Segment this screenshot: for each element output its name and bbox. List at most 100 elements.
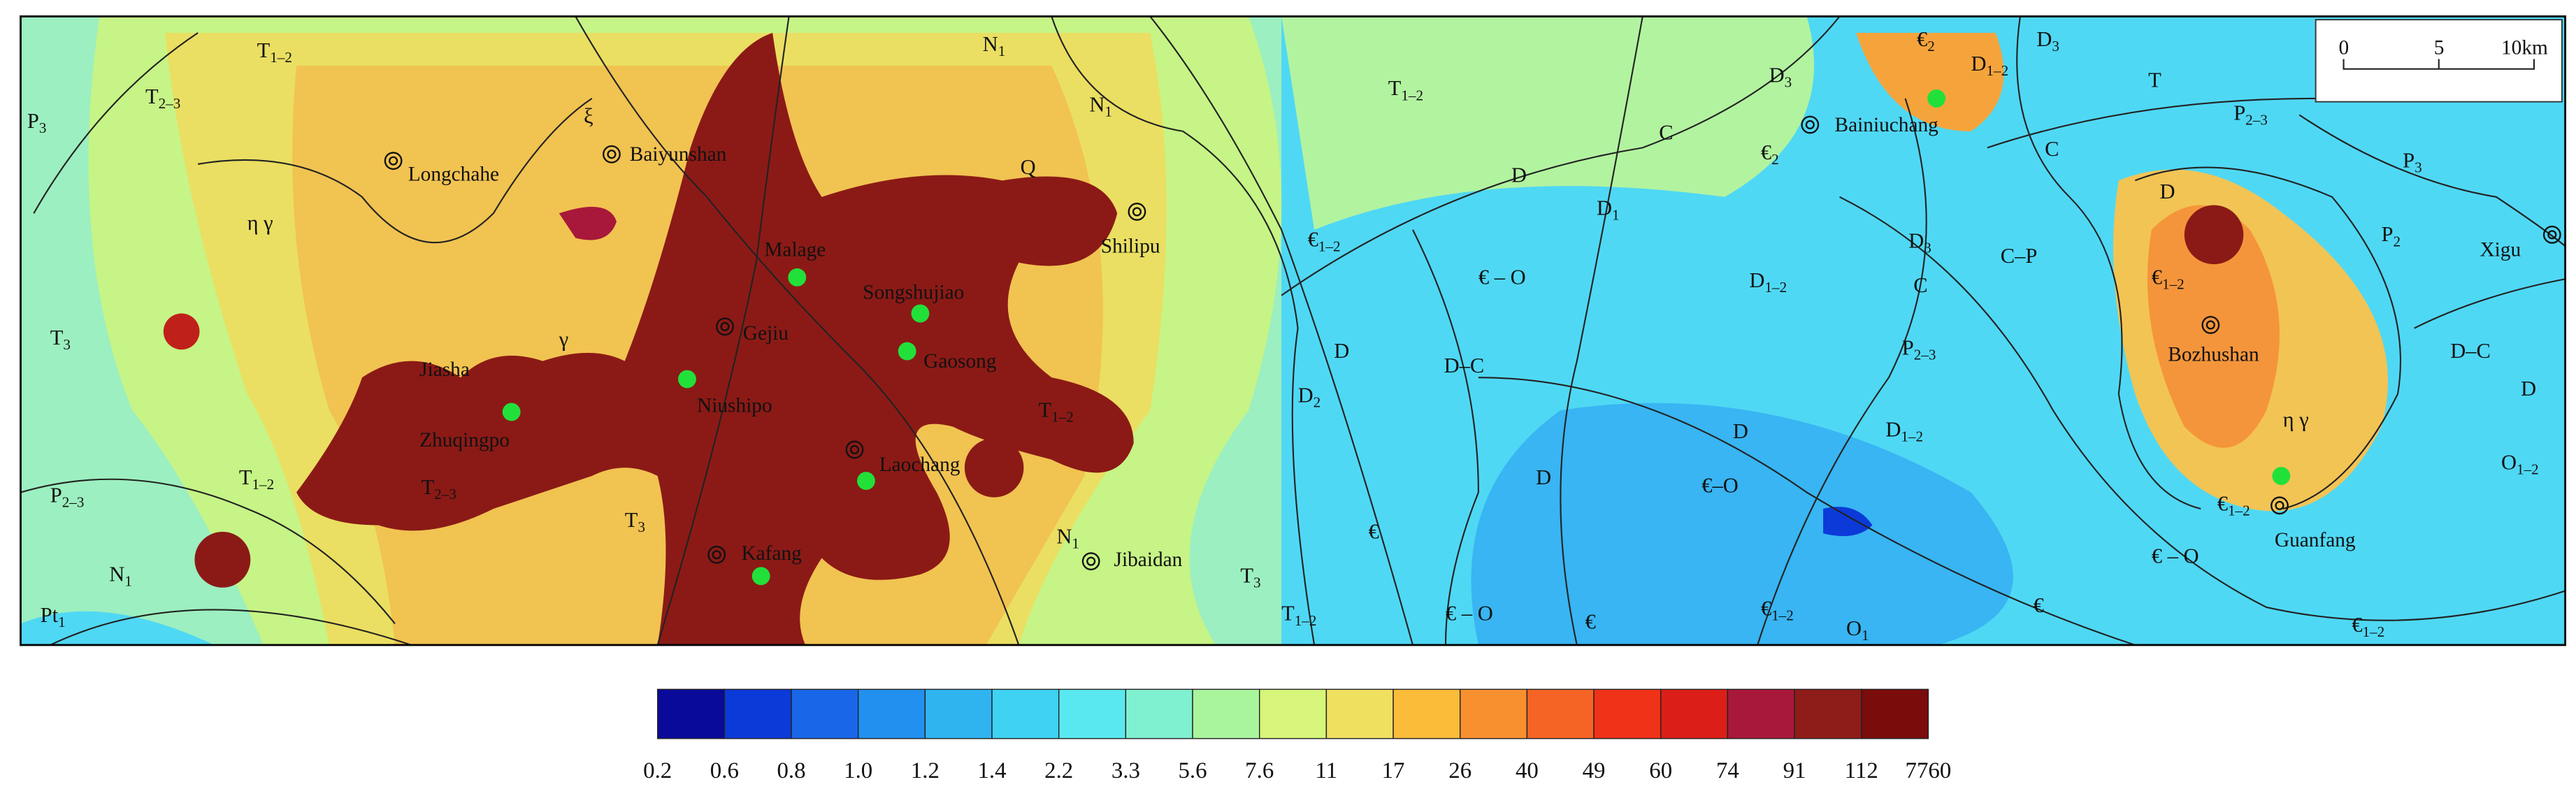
unit-symbol: D–C: [1444, 354, 1485, 377]
unit-label: D: [1536, 465, 1551, 489]
unit-symbol: O: [2501, 451, 2517, 475]
unit-symbol: T: [422, 475, 435, 499]
unit-symbol: D: [1769, 63, 1785, 87]
unit-label: €1–2: [2152, 265, 2185, 292]
unit-label: N1: [109, 562, 132, 589]
place-symbol: [845, 440, 864, 459]
place-label: Xigu: [2480, 238, 2521, 261]
unit-label: €: [2034, 593, 2044, 617]
scale-bar: 0 5 10km: [2315, 19, 2563, 103]
unit-label: €: [1585, 609, 1596, 633]
unit-label: C: [1913, 273, 1927, 297]
unit-symbol: D: [1536, 465, 1551, 489]
deposit-dot: [751, 567, 770, 586]
unit-subscript: 2: [1314, 393, 1321, 410]
unit-label: O1: [1846, 616, 1869, 644]
unit-label: € – O: [1478, 265, 1526, 289]
unit-symbol: €: [1761, 597, 1771, 621]
unit-label: €–O: [1701, 474, 1739, 498]
unit-symbol: €: [2352, 613, 2362, 637]
unit-label: D–C: [1444, 354, 1485, 377]
unit-label: T: [2148, 68, 2161, 92]
unit-label: N1: [983, 32, 1006, 59]
unit-subscript: 1–2: [2363, 623, 2385, 640]
legend-swatch: [1861, 688, 1929, 739]
unit-label: D1–2: [1749, 268, 1787, 296]
unit-subscript: 1–2: [270, 49, 292, 66]
place-label: Bainiuchang: [1835, 114, 1939, 136]
unit-symbol: D: [2160, 180, 2175, 203]
legend-label: 0.8: [777, 758, 805, 783]
unit-subscript: 1: [58, 614, 66, 630]
unit-label: N1: [1089, 93, 1112, 120]
legend-swatch: [857, 688, 926, 739]
unit-label: D: [2521, 377, 2536, 400]
place-symbol: [1801, 115, 1820, 134]
place-symbol: [849, 444, 860, 455]
unit-symbol: T: [2148, 68, 2161, 92]
unit-subscript: 3: [1785, 73, 1792, 90]
place-symbol: [716, 317, 734, 336]
unit-symbol: P: [1902, 335, 1914, 359]
unit-symbol: N: [1056, 524, 1072, 548]
unit-symbol: €: [2034, 593, 2044, 617]
unit-label: P2–3: [1902, 335, 1936, 363]
unit-symbol: €: [1761, 140, 1771, 164]
unit-label: T2–3: [145, 85, 180, 112]
unit-symbol: € – O: [2152, 544, 2199, 568]
unit-symbol: ξ: [584, 104, 593, 128]
place-symbol: [2542, 225, 2561, 244]
geologic-boundaries: [20, 16, 2566, 645]
place-symbol: [712, 550, 721, 560]
unit-label: C–P: [2001, 244, 2038, 268]
legend-label: 0.2: [643, 758, 672, 783]
unit-label: D: [1733, 419, 1748, 443]
unit-label: γ: [559, 328, 569, 352]
unit-symbol: C: [1659, 121, 1673, 145]
legend-swatch: [1192, 688, 1260, 739]
legend-label: 7760: [1906, 758, 1952, 783]
unit-symbol: T: [1039, 398, 1052, 422]
place-label: Malage: [764, 238, 826, 261]
place-label: Niushipo: [697, 394, 772, 417]
map-frame: [20, 15, 2567, 646]
legend-label: 3.3: [1111, 758, 1140, 783]
unit-symbol: D: [1733, 419, 1748, 443]
legend-label: 2.2: [1044, 758, 1073, 783]
legend-label: 1.4: [977, 758, 1006, 783]
unit-label: O1–2: [2501, 451, 2539, 478]
unit-subscript: 1: [1862, 627, 1869, 644]
unit-label: €2: [1917, 27, 1935, 55]
unit-symbol: O: [1846, 616, 1862, 640]
unit-label: η γ: [2283, 408, 2309, 432]
deposit-dot: [1927, 89, 1946, 108]
deposit-dot: [911, 304, 930, 323]
place-label: Baiyunshan: [630, 143, 727, 166]
legend-label: 5.6: [1179, 758, 1207, 783]
place-label: Bozhushan: [2168, 344, 2259, 366]
unit-subscript: 1–2: [1987, 62, 2009, 79]
unit-symbol: T: [625, 508, 638, 532]
unit-symbol: T: [1240, 564, 1253, 588]
unit-label: €1–2: [1308, 227, 1341, 254]
unit-subscript: 3: [39, 120, 47, 136]
legend-label: 11: [1316, 758, 1338, 783]
unit-symbol: T: [239, 465, 252, 489]
unit-symbol: P: [50, 484, 62, 507]
place-symbol: [607, 150, 617, 159]
legend-label: 49: [1583, 758, 1606, 783]
unit-label: P3: [27, 109, 47, 136]
scale-label: 10km: [2501, 36, 2548, 59]
unit-symbol: D: [1298, 383, 1314, 407]
unit-subscript: 2–3: [434, 486, 456, 502]
unit-label: T1–2: [239, 465, 274, 493]
unit-symbol: D: [2036, 27, 2052, 51]
legend-swatch: [1259, 688, 1327, 739]
unit-symbol: €: [1308, 227, 1318, 251]
unit-subscript: 1–2: [1764, 279, 1787, 296]
unit-label: Q: [1021, 155, 1036, 179]
unit-symbol: D: [1885, 418, 1901, 442]
unit-label: D2: [1298, 383, 1321, 410]
